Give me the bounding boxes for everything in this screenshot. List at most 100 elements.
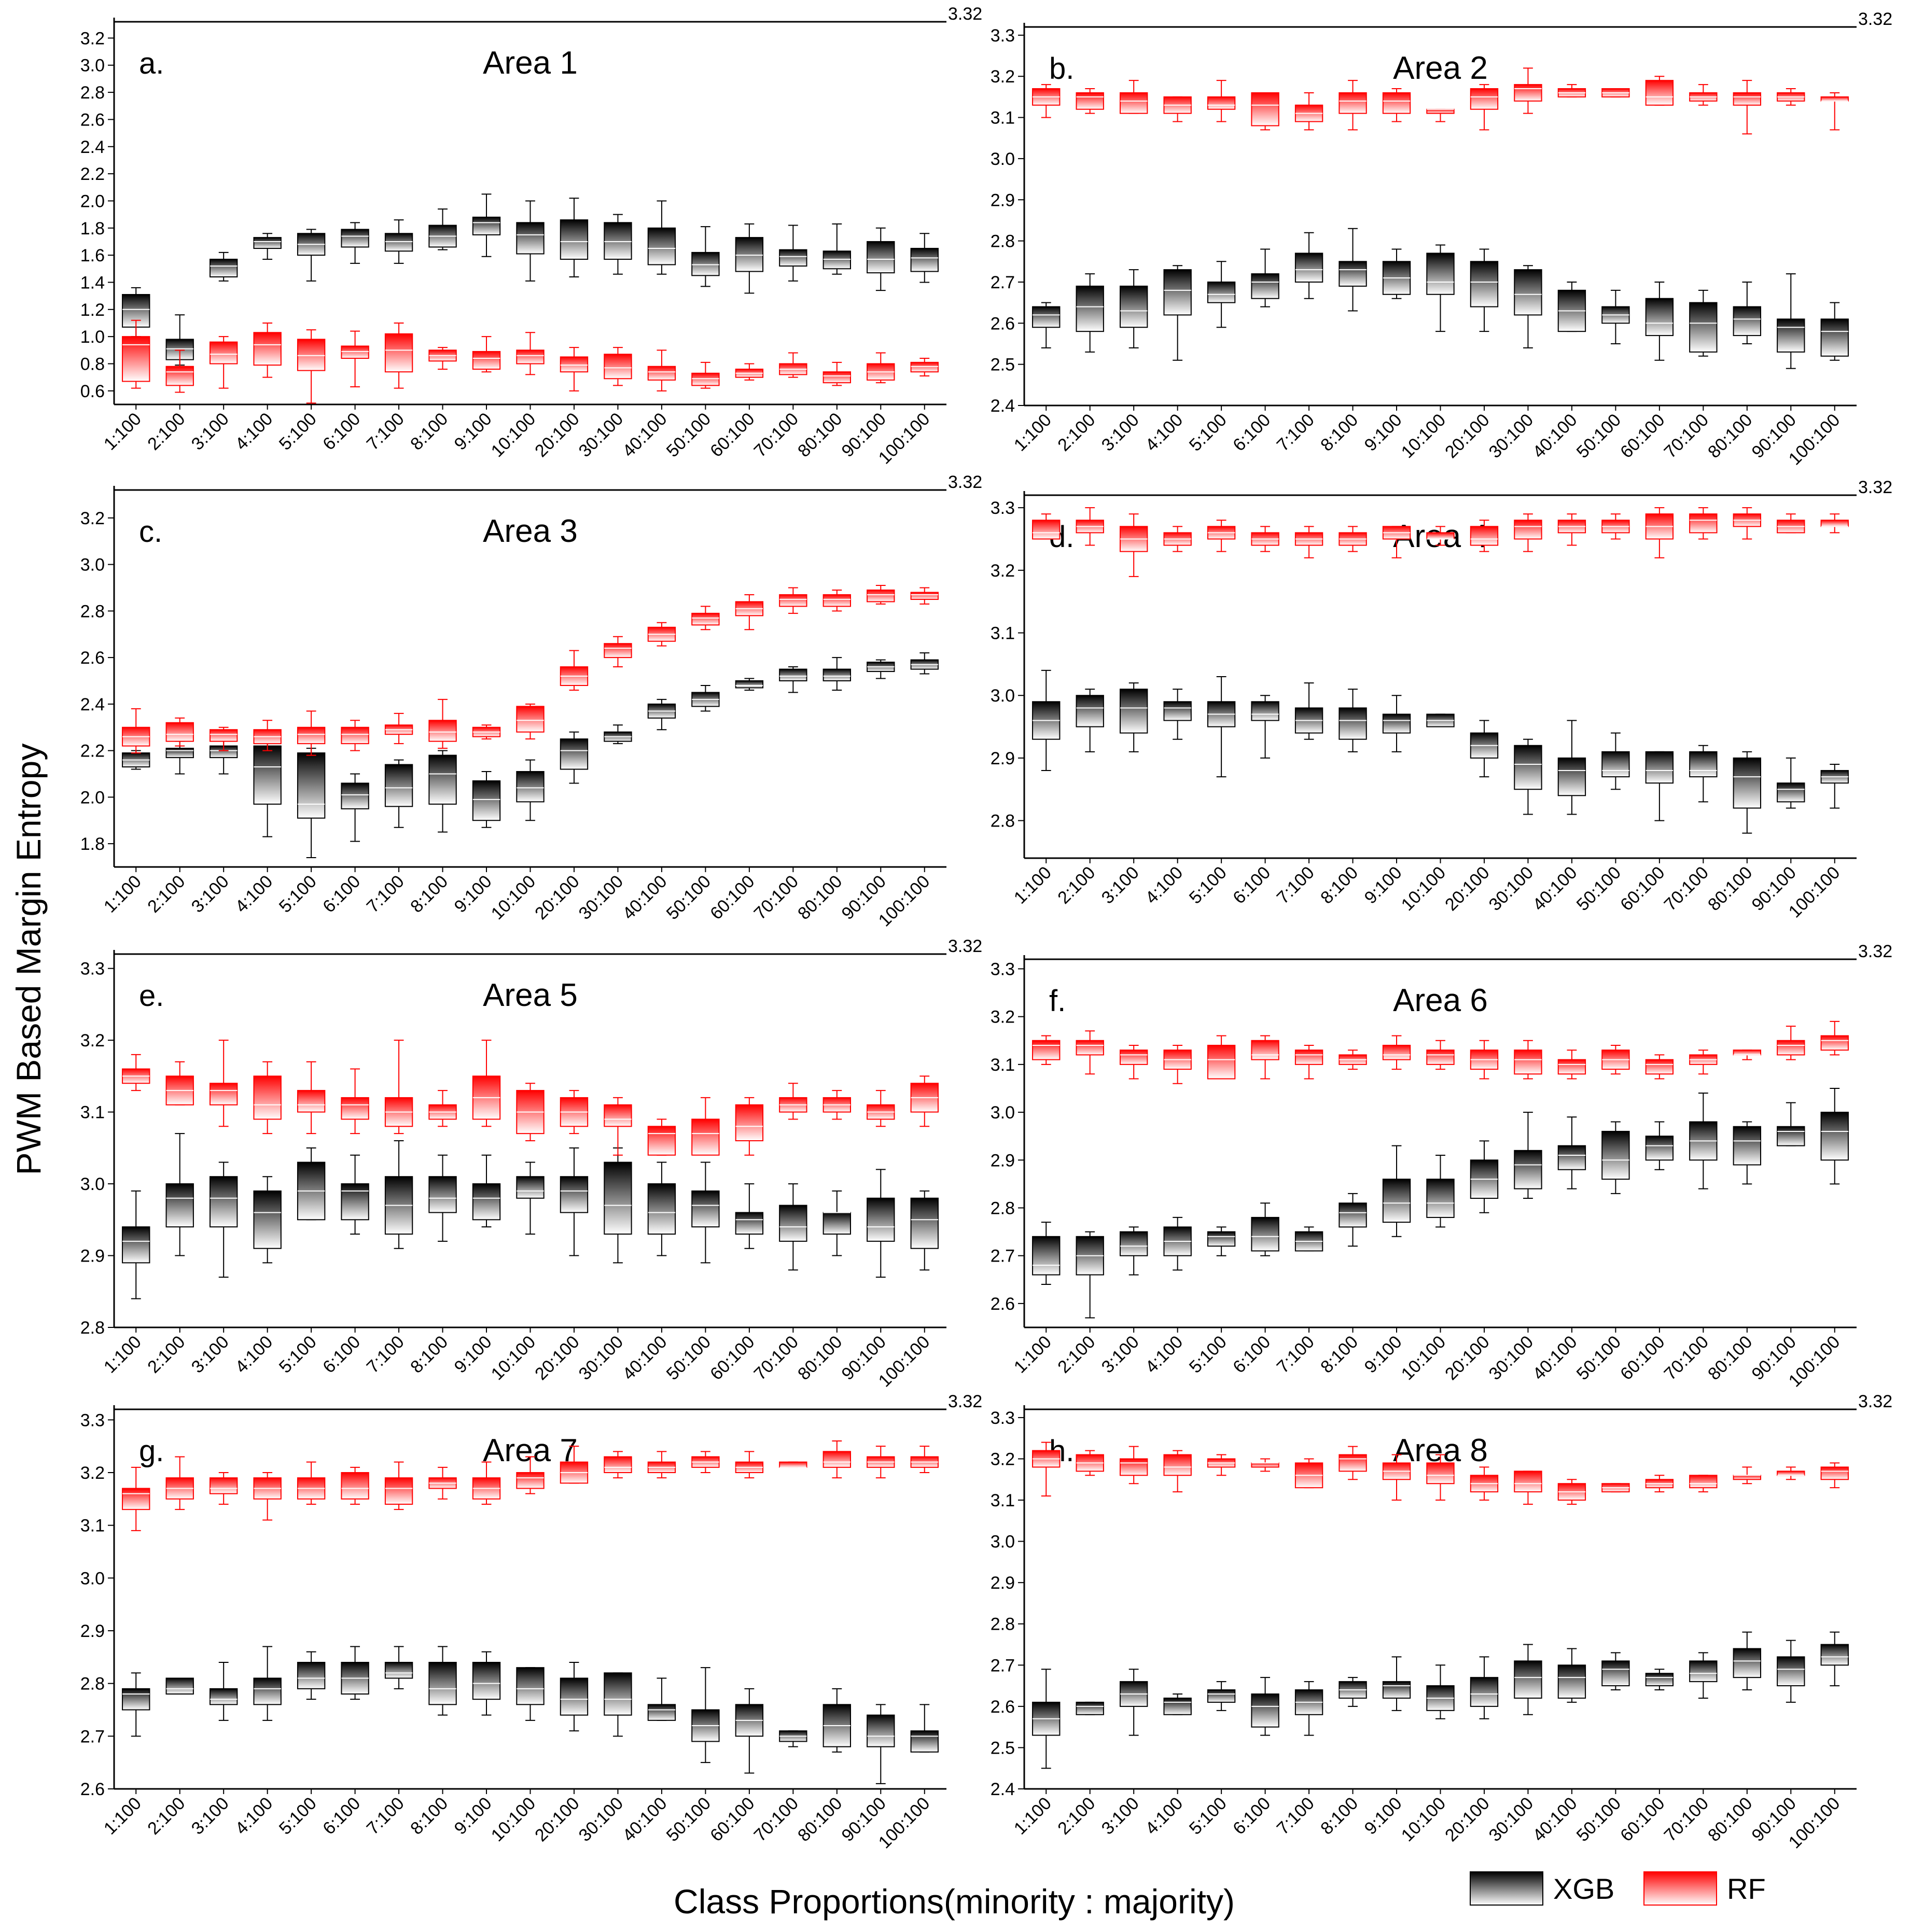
- box-body: [779, 1461, 807, 1468]
- rf-box-8: [428, 698, 457, 749]
- y-tick-label: 3.2: [80, 29, 105, 48]
- box-body: [1733, 306, 1762, 337]
- rf-box-13: [1557, 1049, 1586, 1080]
- box-body: [1119, 1231, 1148, 1256]
- xgb-box-12: [604, 1147, 632, 1264]
- box-body: [472, 351, 501, 370]
- rf-box-5: [1207, 1454, 1236, 1476]
- box-body: [516, 771, 545, 803]
- box-body: [253, 1190, 282, 1249]
- xgb-box-15: [735, 678, 764, 691]
- box-body: [341, 782, 369, 809]
- rf-box-17: [1733, 507, 1762, 540]
- x-tick-label: 70:100: [1661, 863, 1712, 915]
- xgb-box-15: [1645, 1121, 1674, 1170]
- xgb-box-18: [867, 1704, 895, 1784]
- box-body: [1820, 96, 1849, 102]
- box-body: [341, 1183, 369, 1221]
- xgb-box-19: [910, 1190, 939, 1271]
- xgb-box-3: [1119, 682, 1148, 752]
- x-tick-label: 6:100: [1229, 1332, 1274, 1377]
- rf-box-18: [867, 584, 895, 605]
- panel-4: 2.82.93.03.13.23.33.32d.Area 41:1002:100…: [991, 478, 1892, 922]
- x-tick-label: 4:100: [1141, 863, 1187, 908]
- box-body: [1426, 1462, 1455, 1485]
- x-tick-label: 2:100: [1054, 1794, 1099, 1839]
- y-tick-label: 0.6: [80, 382, 105, 401]
- box-body: [1339, 1454, 1367, 1472]
- y-tick-label: 2.6: [991, 1294, 1015, 1314]
- box-body: [1557, 1145, 1586, 1170]
- x-tick-label: 50:100: [1573, 863, 1625, 915]
- xgb-box-1: [122, 1672, 150, 1737]
- box-body: [1557, 1059, 1586, 1075]
- xgb-box-5: [1207, 676, 1236, 778]
- panel-letter: a.: [139, 47, 164, 80]
- xgb-box-17: [1733, 1631, 1762, 1691]
- box-body: [1733, 92, 1762, 106]
- box-body: [1382, 713, 1411, 734]
- rf-box-2: [165, 1456, 194, 1510]
- y-tick-label: 2.7: [991, 273, 1015, 292]
- xgb-box-7: [1294, 1226, 1323, 1252]
- x-tick-label: 40:100: [1529, 863, 1581, 915]
- xgb-box-2: [165, 1677, 194, 1695]
- box-body: [1733, 757, 1762, 809]
- xgb-box-12: [1514, 1112, 1542, 1199]
- rf-box-3: [209, 336, 238, 389]
- box-body: [1733, 1475, 1762, 1480]
- y-tick-label: 1.8: [80, 219, 105, 239]
- xgb-box-9: [1382, 1656, 1411, 1711]
- rf-box-4: [253, 1061, 282, 1135]
- xgb-box-5: [297, 229, 326, 282]
- xgb-box-13: [647, 1677, 676, 1721]
- box-body: [1294, 1049, 1323, 1065]
- box-body: [604, 354, 632, 380]
- xgb-box-14: [691, 1161, 720, 1264]
- rf-box-18: [1777, 513, 1805, 534]
- rf-box-8: [428, 347, 457, 370]
- box-body: [253, 1677, 282, 1705]
- rf-box-5: [1207, 80, 1236, 122]
- xgb-box-3: [1119, 1226, 1148, 1276]
- rf-box-1: [1032, 1035, 1061, 1065]
- box-body: [1645, 1673, 1674, 1687]
- box-body: [428, 720, 457, 742]
- xgb-box-3: [1119, 1669, 1148, 1736]
- x-tick-label: 1:100: [1010, 1332, 1055, 1377]
- xgb-box-3: [1119, 269, 1148, 348]
- box-body: [604, 1161, 632, 1235]
- panels: 0.6 0.8 1.0 1.2 1.4 1.6 1.8 2.0 2.2 2.4 2.6 2.8 3.0 3…: [80, 4, 1892, 1853]
- y-tick-label: 3.0: [991, 1103, 1015, 1123]
- xgb-box-7: [1294, 682, 1323, 740]
- rf-box-18: [1777, 1466, 1805, 1480]
- rf-box-9: [472, 1461, 501, 1505]
- y-tick-label: 2.9: [991, 749, 1015, 768]
- box-body: [209, 1477, 238, 1494]
- box-body: [1689, 1475, 1718, 1489]
- box-body: [647, 1126, 676, 1156]
- x-tick-label: 7:100: [363, 872, 408, 917]
- x-tick-label: 10:100: [1398, 1332, 1449, 1384]
- y-tick-label: 2.6: [80, 110, 105, 130]
- y-tick-label: 2.6: [991, 1697, 1015, 1717]
- x-tick-label: 3:100: [188, 872, 233, 917]
- xgb-box-13: [647, 200, 676, 275]
- panel-letter: g.: [139, 1434, 164, 1468]
- box-body: [1207, 96, 1236, 110]
- x-tick-label: 10:100: [1398, 1794, 1449, 1845]
- xgb-box-10: [1426, 713, 1455, 727]
- xgb-box-12: [1514, 265, 1542, 348]
- x-tick-label: 80:100: [794, 1332, 846, 1384]
- x-tick-label: 6:100: [1229, 410, 1274, 455]
- xgb-box-1: [1032, 1669, 1061, 1769]
- box-body: [560, 219, 589, 260]
- rf-box-6: [341, 330, 369, 387]
- box-body: [1514, 1660, 1542, 1699]
- rf-box-17: [822, 1090, 852, 1120]
- box-body: [1163, 1454, 1192, 1476]
- y-tick-label: 2.6: [80, 1780, 105, 1799]
- box-body: [910, 592, 939, 600]
- x-tick-label: 3:100: [188, 409, 233, 454]
